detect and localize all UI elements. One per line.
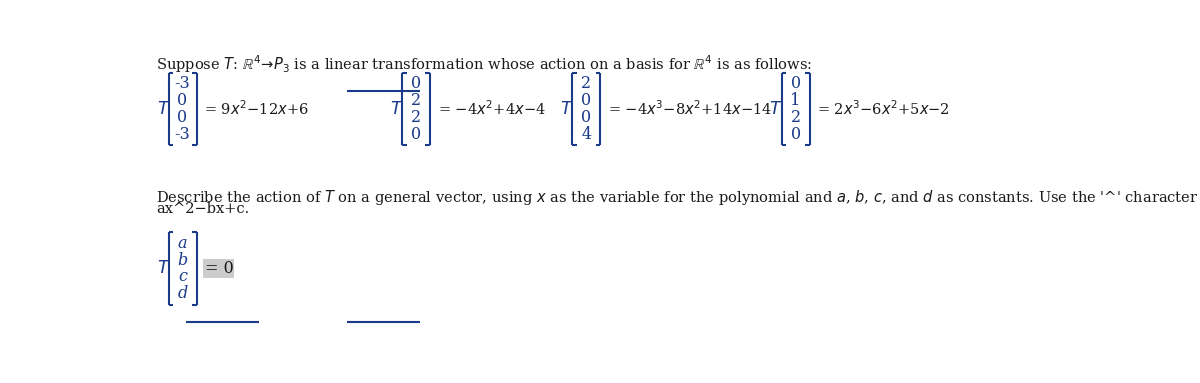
FancyBboxPatch shape <box>204 259 234 278</box>
Text: 4: 4 <box>581 126 592 143</box>
Text: 1: 1 <box>791 92 800 109</box>
Text: 2: 2 <box>410 109 421 126</box>
Text: $T$: $T$ <box>157 260 170 277</box>
Text: $T$: $T$ <box>560 101 574 118</box>
Text: = 2$x^3$$-$6$x^2$+5$x$$-$2: = 2$x^3$$-$6$x^2$+5$x$$-$2 <box>817 100 950 118</box>
Text: c: c <box>178 268 187 285</box>
Text: 0: 0 <box>581 109 592 126</box>
Text: 2: 2 <box>791 109 800 126</box>
Text: 0: 0 <box>178 109 187 126</box>
Text: Describe the action of $T$ on a general vector, using $x$ as the variable for th: Describe the action of $T$ on a general … <box>156 188 1200 208</box>
Text: 2: 2 <box>581 75 592 92</box>
Text: 0: 0 <box>791 126 800 143</box>
Text: b: b <box>178 252 187 268</box>
Text: -3: -3 <box>175 75 191 92</box>
Text: $T$: $T$ <box>157 101 170 118</box>
Text: a: a <box>178 234 187 252</box>
Text: 0: 0 <box>410 75 421 92</box>
Text: = $-$4$x^3$$-$8$x^2$+14$x$$-$14: = $-$4$x^3$$-$8$x^2$+14$x$$-$14 <box>608 100 773 118</box>
Text: = 9$x^2$$-$12$x$+6: = 9$x^2$$-$12$x$+6 <box>204 100 308 118</box>
Text: 0: 0 <box>581 92 592 109</box>
Text: 0: 0 <box>178 92 187 109</box>
Text: $T$: $T$ <box>769 101 784 118</box>
Text: 2: 2 <box>410 92 421 109</box>
Text: 0: 0 <box>410 126 421 143</box>
Text: = $-$4$x^2$+4$x$$-$4: = $-$4$x^2$+4$x$$-$4 <box>438 100 545 118</box>
Text: ax^2−bx+c.: ax^2−bx+c. <box>156 202 250 216</box>
Text: Suppose $T$: $\mathbb{R}^4$$\!\to\!$$P_3$ is a linear transformation whose actio: Suppose $T$: $\mathbb{R}^4$$\!\to\!$$P_3… <box>156 54 812 75</box>
Text: 0: 0 <box>791 75 800 92</box>
Text: = 0: = 0 <box>205 260 233 277</box>
Text: $T$: $T$ <box>390 101 403 118</box>
Text: -3: -3 <box>175 126 191 143</box>
Text: d: d <box>178 285 187 303</box>
